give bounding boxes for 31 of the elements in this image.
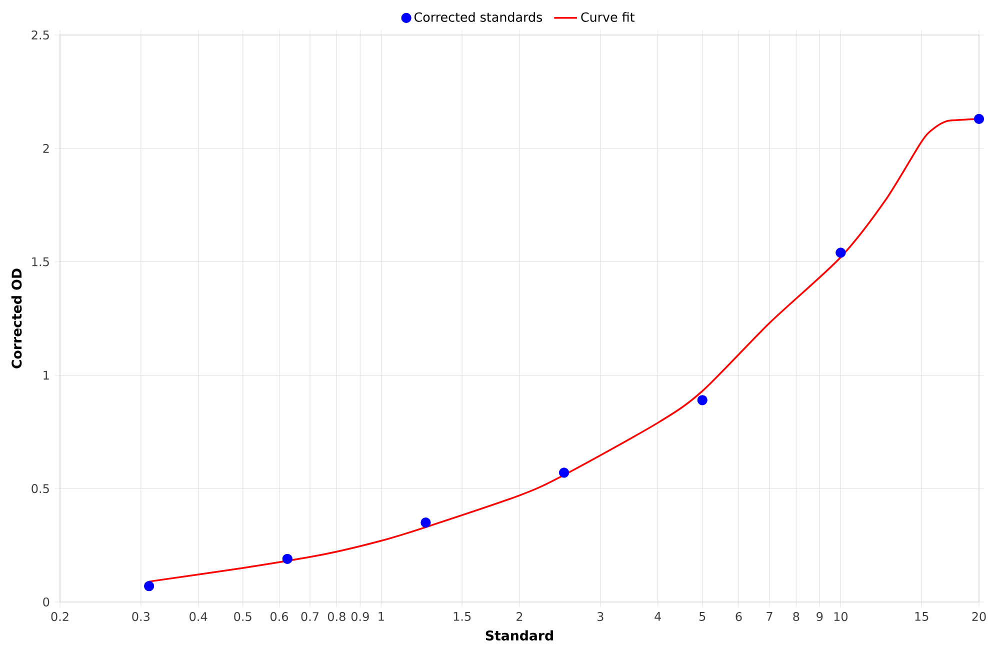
- legend-label: Corrected standards: [414, 12, 542, 22]
- y-tick-label: 1: [44, 370, 49, 380]
- x-tick-label: 0.9: [351, 612, 369, 622]
- y-tick-label: 0: [43, 597, 50, 607]
- x-axis-title: Standard: [486, 630, 553, 641]
- x-tick-label: 2: [516, 612, 522, 621]
- x-tick-label: 0.6: [270, 612, 288, 622]
- x-tick-label: 1.5: [454, 612, 471, 621]
- x-tick-label: 0.8: [328, 612, 346, 622]
- y-tick-label: 1.5: [32, 257, 49, 266]
- x-tick-label: 4: [654, 612, 661, 621]
- x-tick-label: 20: [972, 612, 986, 622]
- x-tick-label: 0.2: [51, 612, 68, 622]
- x-tick-label: 9: [816, 612, 823, 622]
- x-tick-label: 0.5: [234, 612, 252, 622]
- x-tick-label: 1: [378, 612, 384, 621]
- x-tick-label: 0.4: [190, 612, 208, 622]
- y-axis-title: Corrected OD: [11, 268, 22, 368]
- x-tick-label: 8: [793, 612, 800, 622]
- x-tick-label: 7: [766, 612, 772, 621]
- x-tick-label: 0.7: [301, 612, 319, 622]
- x-tick-label: 10: [834, 612, 848, 622]
- y-tick-label: 2.5: [32, 30, 49, 40]
- x-tick-label: 6: [736, 612, 742, 622]
- x-tick-label: 0.3: [132, 612, 150, 622]
- x-tick-label: 15: [915, 612, 928, 621]
- legend-label: Curve fit: [581, 12, 634, 22]
- y-tick-label: 0.5: [32, 484, 49, 494]
- x-tick-label: 5: [699, 612, 706, 621]
- x-tick-label: 3: [598, 612, 604, 622]
- y-tick-label: 2: [43, 144, 49, 153]
